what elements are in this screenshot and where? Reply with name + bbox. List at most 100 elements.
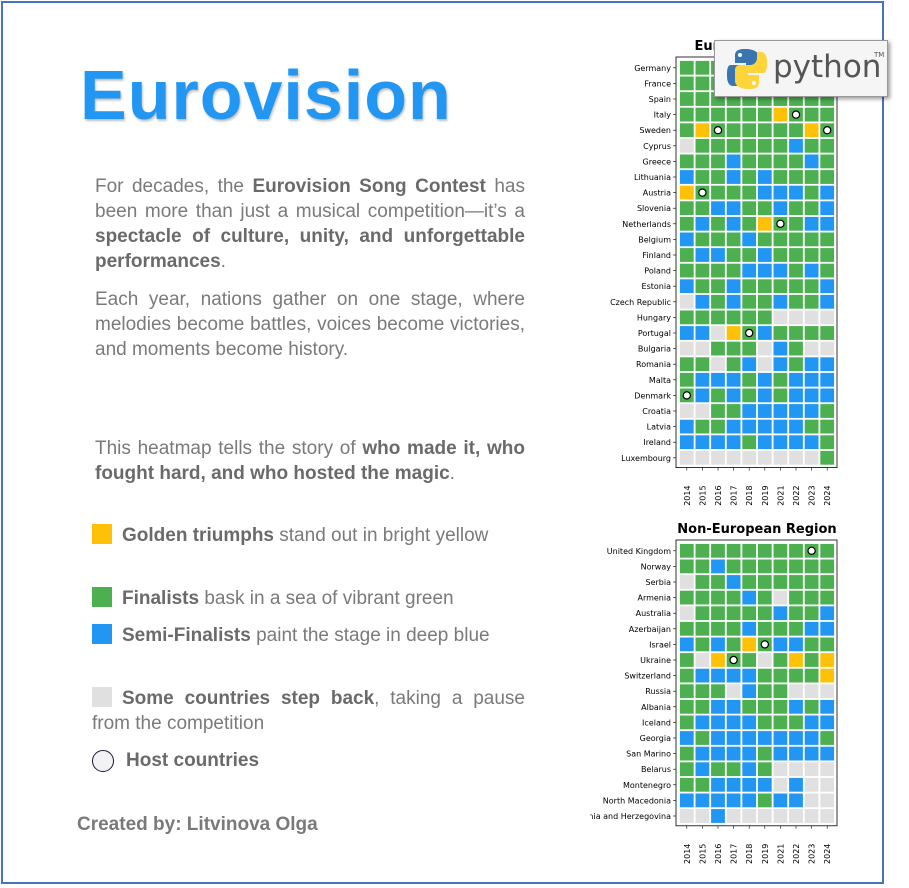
heatmap-cell [726, 559, 741, 574]
heatmap-cell [773, 388, 788, 403]
heatmap-cell [679, 310, 694, 325]
heatmap-cell [726, 684, 741, 699]
heatmap-cell [773, 668, 788, 683]
heatmap-cell [804, 762, 819, 777]
heatmap-cell [804, 185, 819, 200]
row-label: Hungary [637, 313, 671, 322]
heatmap-cell [804, 404, 819, 418]
heatmap-cell [773, 559, 788, 574]
non-european-heatmap: Non-European Region United Kingdom Norway S… [590, 522, 838, 864]
heatmap-cell [695, 294, 710, 309]
heatmap-cell [695, 637, 710, 652]
heatmap-cell [695, 684, 710, 699]
heatmap-cell [679, 419, 694, 434]
heatmap-cell [742, 216, 757, 231]
heatmap-cell [742, 232, 757, 247]
heatmap-cell [726, 715, 741, 730]
heatmap-cell [820, 388, 835, 403]
heatmap-cell [742, 731, 757, 745]
heatmap-cell [804, 138, 819, 153]
heatmap-cell [804, 450, 819, 465]
heatmap-cell [742, 388, 757, 403]
heatmap-cell [726, 450, 741, 465]
heatmap-cell [757, 123, 772, 138]
heatmap-cell [679, 450, 694, 465]
heatmap-cell [757, 731, 772, 745]
heatmap-cell [773, 793, 788, 808]
heatmap-cell [679, 543, 694, 558]
heatmap-cell [820, 372, 835, 387]
heatmap-cell [679, 404, 694, 418]
heatmap-cell [757, 559, 772, 574]
heatmap-cell [742, 777, 757, 792]
row-label: Armenia [637, 594, 671, 603]
heatmap-cell [804, 731, 819, 745]
heatmap-cell [711, 559, 725, 574]
heatmap-cell [757, 294, 772, 309]
heatmap-cell [804, 793, 819, 808]
heatmap-cell [820, 185, 835, 200]
heatmap-cell [804, 699, 819, 714]
heatmap-cell [820, 621, 835, 636]
heatmap-cell [742, 575, 757, 589]
heatmap-cell [726, 357, 741, 372]
heatmap-cell [757, 341, 772, 356]
heatmap-cell [679, 637, 694, 652]
heatmap-cell [789, 746, 803, 761]
intro-p1-segment-4: . [220, 251, 226, 272]
heatmap-cell [820, 746, 835, 761]
heatmap-cell [726, 154, 741, 169]
row-label: Albania [641, 703, 671, 712]
python-logo-tm: TM [873, 51, 884, 59]
heatmap-cell [742, 201, 757, 216]
intro-p1-segment-3: spectacle of culture, unity, and unforge… [95, 226, 525, 272]
heatmap-cell [820, 154, 835, 169]
heatmap-cell [804, 419, 819, 434]
heatmap-cell [742, 341, 757, 356]
heatmap-cell [679, 341, 694, 356]
heatmap-cell [726, 279, 741, 294]
heatmap-cell [742, 715, 757, 730]
row-label: Ireland [643, 438, 671, 447]
heatmap-cell [679, 575, 694, 589]
heatmap-cell [804, 341, 819, 356]
heatmap-cell [726, 201, 741, 216]
heatmap-cell [820, 684, 835, 699]
heatmap-cell [789, 326, 803, 340]
heatmap-cell [757, 777, 772, 792]
heatmap-cell [742, 559, 757, 574]
row-label: Switzerland [624, 672, 671, 681]
heatmap-cell [679, 668, 694, 683]
heatmap-cell [773, 715, 788, 730]
heatmap-cell [757, 248, 772, 262]
heatmap-cell [773, 123, 788, 138]
heatmap-cell [695, 92, 710, 106]
heatmap-cell [773, 185, 788, 200]
heatmap-cell [804, 310, 819, 325]
heatmap-cell [804, 248, 819, 262]
heatmap-cell [726, 107, 741, 122]
heatmap-cell [820, 653, 835, 667]
legend-item-winner: Golden triumphs stand out in bright yell… [92, 523, 525, 548]
heatmap-cell [695, 60, 710, 75]
heatmap-cell [726, 575, 741, 589]
legend-label-bold: Golden triumphs [122, 525, 274, 546]
heatmap-cell [789, 185, 803, 200]
heatmap-cell [695, 279, 710, 294]
heatmap-cell [820, 762, 835, 777]
heatmap-cell [679, 185, 694, 200]
heatmap-cell [789, 419, 803, 434]
heatmap-cell [773, 279, 788, 294]
heatmap-cell [820, 107, 835, 122]
heatmap-cell [773, 450, 788, 465]
heatmap-cell [679, 606, 694, 621]
heatmap-cell [679, 92, 694, 106]
heatmap-cell [726, 170, 741, 184]
heatmap-cell [726, 809, 741, 823]
heatmap-cell [679, 138, 694, 153]
heatmap-cell [711, 715, 725, 730]
heatmap-cell [711, 388, 725, 403]
heatmap-cell [742, 138, 757, 153]
legend-item-host: Host countries [92, 748, 525, 773]
heatmap-cell [820, 637, 835, 652]
